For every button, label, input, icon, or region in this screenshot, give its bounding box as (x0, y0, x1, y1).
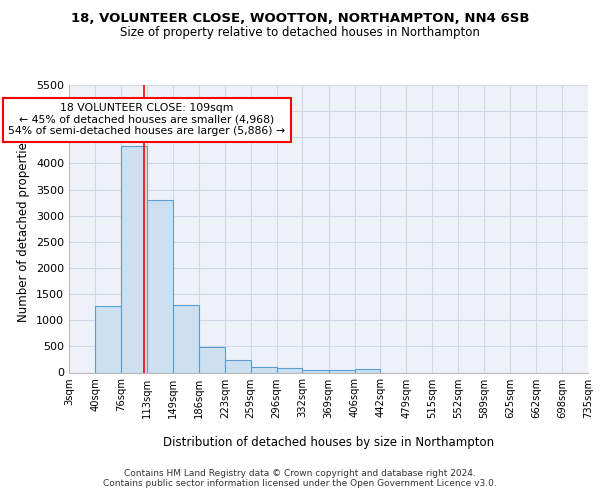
Bar (355, 369, 380, 372)
Bar (95, 306, 121, 372)
Text: 18, VOLUNTEER CLOSE, WOOTTON, NORTHAMPTON, NN4 6SB: 18, VOLUNTEER CLOSE, WOOTTON, NORTHAMPTO… (71, 12, 529, 26)
Bar (329, 370, 355, 372)
Bar (251, 368, 277, 372)
Text: 18 VOLUNTEER CLOSE: 109sqm
← 45% of detached houses are smaller (4,968)
54% of s: 18 VOLUNTEER CLOSE: 109sqm ← 45% of deta… (8, 104, 286, 136)
Bar (199, 348, 225, 372)
Bar (173, 305, 199, 372)
Bar (302, 370, 329, 372)
Bar (225, 360, 251, 372)
Text: Contains HM Land Registry data © Crown copyright and database right 2024.: Contains HM Land Registry data © Crown c… (124, 470, 476, 478)
Text: Contains public sector information licensed under the Open Government Licence v3: Contains public sector information licen… (103, 480, 497, 488)
Text: Distribution of detached houses by size in Northampton: Distribution of detached houses by size … (163, 436, 494, 449)
Bar (147, 200, 173, 372)
Bar (121, 146, 147, 372)
Y-axis label: Number of detached properties: Number of detached properties (17, 136, 31, 322)
Bar (277, 368, 302, 372)
Text: Size of property relative to detached houses in Northampton: Size of property relative to detached ho… (120, 26, 480, 39)
